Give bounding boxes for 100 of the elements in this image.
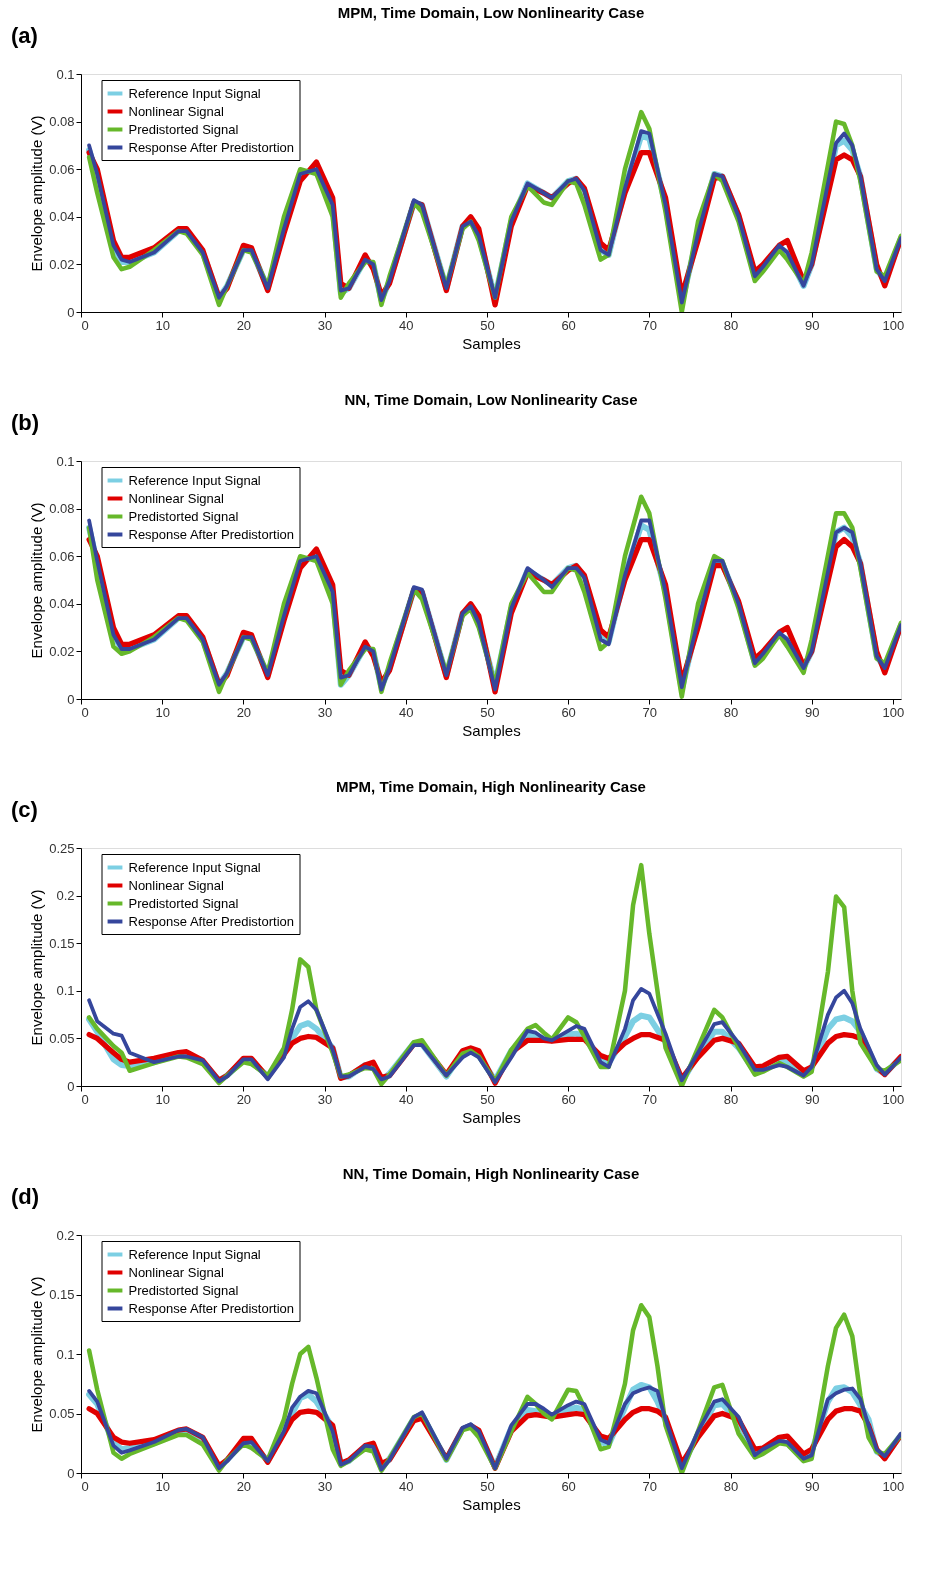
y-tick-label: 0.06 <box>49 548 75 564</box>
y-tick-label: 0 <box>67 1078 75 1094</box>
x-tick-label: 70 <box>642 704 658 720</box>
x-axis-title: Samples <box>462 721 521 739</box>
y-axis-title: Envelope amplitude (V) <box>28 1276 46 1433</box>
x-tick-label: 10 <box>155 1091 170 1107</box>
y-axis-title: Envelope amplitude (V) <box>28 115 46 272</box>
x-tick-label: 20 <box>236 1091 252 1107</box>
legend-label: Response After Predistortion <box>128 913 294 929</box>
x-tick-label: 80 <box>723 704 739 720</box>
x-tick-label: 60 <box>561 317 576 333</box>
y-tick-label: 0.1 <box>56 983 75 999</box>
legend-label: Predistorted Signal <box>128 121 239 137</box>
x-tick-label: 100 <box>882 1091 905 1107</box>
x-tick-label: 80 <box>723 1478 739 1494</box>
x-tick-label: 70 <box>642 1478 658 1494</box>
legend-label: Reference Input Signal <box>128 85 261 101</box>
x-tick-label: 20 <box>236 1478 252 1494</box>
x-tick-label: 70 <box>642 1091 658 1107</box>
x-tick-label: 80 <box>723 1091 739 1107</box>
x-tick-label: 50 <box>480 317 495 333</box>
x-tick-label: 50 <box>480 1091 495 1107</box>
y-tick-label: 0.08 <box>49 114 75 130</box>
chart-title: NN, Time Domain, Low Nonlinearity Case <box>344 391 638 408</box>
x-tick-label: 40 <box>399 704 414 720</box>
y-tick-label: 0.04 <box>49 209 75 225</box>
chart-title: MPM, Time Domain, Low Nonlinearity Case <box>337 4 645 21</box>
y-axis-title: Envelope amplitude (V) <box>28 889 46 1046</box>
x-tick-label: 20 <box>236 317 252 333</box>
y-tick-label: 0.06 <box>49 161 75 177</box>
x-axis-title: Samples <box>462 1108 521 1126</box>
x-tick-label: 40 <box>399 317 414 333</box>
y-tick-label: 0.25 <box>49 840 75 856</box>
legend-label: Response After Predistortion <box>128 139 294 155</box>
x-tick-label: 0 <box>81 704 89 720</box>
x-tick-label: 30 <box>317 1091 333 1107</box>
x-tick-label: 90 <box>804 317 820 333</box>
x-tick-label: 100 <box>882 704 905 720</box>
chart-title: NN, Time Domain, High Nonlinearity Case <box>342 1165 640 1182</box>
y-axis-title: Envelope amplitude (V) <box>28 502 46 659</box>
chart-title: MPM, Time Domain, High Nonlinearity Case <box>336 778 646 795</box>
y-tick-label: 0.15 <box>49 935 75 951</box>
y-tick-label: 0 <box>67 1465 75 1481</box>
x-tick-label: 0 <box>81 1478 89 1494</box>
x-tick-label: 100 <box>882 1478 905 1494</box>
x-tick-label: 60 <box>561 704 576 720</box>
x-tick-label: 10 <box>155 1478 170 1494</box>
y-tick-label: 0.05 <box>49 1030 75 1046</box>
legend-label: Predistorted Signal <box>128 1282 239 1298</box>
text: (c) <box>11 797 38 822</box>
x-tick-label: 0 <box>81 1091 89 1107</box>
line-series <box>87 987 901 1085</box>
legend-label: Nonlinear Signal <box>128 490 224 506</box>
legend-label: Reference Input Signal <box>128 859 261 875</box>
y-tick-label: 0 <box>67 304 75 320</box>
y-tick-label: 0.2 <box>56 1227 75 1243</box>
legend-label: Predistorted Signal <box>128 508 239 524</box>
y-tick-label: 0.1 <box>56 1346 75 1362</box>
y-tick-label: 0.1 <box>56 66 75 82</box>
x-tick-label: 10 <box>155 704 170 720</box>
legend-label: Predistorted Signal <box>128 895 239 911</box>
x-tick-label: 30 <box>317 317 333 333</box>
x-tick-label: 60 <box>561 1478 576 1494</box>
y-tick-label: 0.05 <box>49 1406 75 1421</box>
legend-label: Reference Input Signal <box>128 1246 261 1262</box>
x-tick-label: 40 <box>399 1091 414 1107</box>
legend-label: Reference Input Signal <box>128 472 261 488</box>
x-tick-label: 50 <box>480 704 495 720</box>
y-tick-label: 0.02 <box>49 256 75 272</box>
x-tick-label: 60 <box>561 1091 576 1107</box>
x-tick-label: 30 <box>317 1478 333 1494</box>
y-tick-label: 0.08 <box>49 501 75 517</box>
text: (a) <box>11 23 38 48</box>
y-tick-label: 0.1 <box>56 453 75 469</box>
x-tick-label: 50 <box>480 1478 495 1494</box>
text: (b) <box>11 410 40 435</box>
y-tick-label: 0.15 <box>49 1287 75 1302</box>
legend-label: Nonlinear Signal <box>128 1264 224 1280</box>
x-tick-label: 90 <box>804 1091 820 1107</box>
y-tick-label: 0.04 <box>49 596 75 612</box>
x-tick-label: 20 <box>236 704 252 720</box>
x-axis-title: Samples <box>462 1495 521 1513</box>
y-tick-label: 0.2 <box>56 888 75 904</box>
x-tick-label: 0 <box>81 317 89 333</box>
text: (d) <box>11 1184 40 1209</box>
x-tick-label: 90 <box>804 1478 820 1494</box>
legend-label: Nonlinear Signal <box>128 877 224 893</box>
y-tick-label: 0.02 <box>49 643 75 659</box>
legend-label: Response After Predistortion <box>128 1300 294 1316</box>
y-tick-label: 0 <box>67 691 75 707</box>
legend-label: Response After Predistortion <box>128 526 294 542</box>
legend-label: Nonlinear Signal <box>128 103 224 119</box>
x-tick-label: 40 <box>399 1478 414 1494</box>
x-tick-label: 80 <box>723 317 739 333</box>
x-tick-label: 30 <box>317 704 333 720</box>
x-tick-label: 70 <box>642 317 658 333</box>
x-tick-label: 90 <box>804 704 820 720</box>
x-axis-title: Samples <box>462 334 521 352</box>
x-tick-label: 10 <box>155 317 170 333</box>
x-tick-label: 100 <box>882 317 905 333</box>
